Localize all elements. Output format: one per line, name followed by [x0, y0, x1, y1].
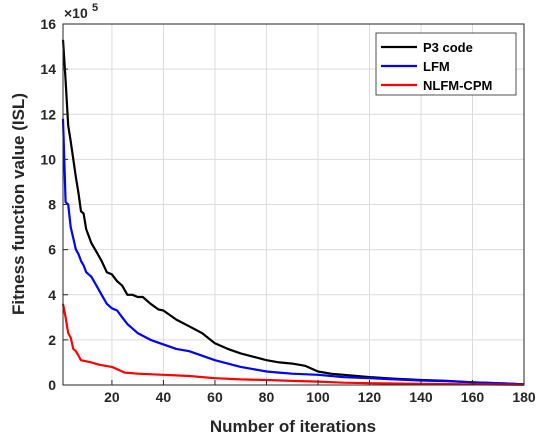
y-multiplier-exponent: 5	[92, 2, 98, 14]
x-tick-label: 100	[306, 389, 330, 405]
y-multiplier-base: ×10	[64, 5, 88, 21]
series-lines	[61, 39, 525, 386]
x-tick-label: 120	[358, 389, 382, 405]
y-tick-label: 16	[40, 16, 56, 32]
legend-label: NLFM-CPM	[423, 78, 492, 93]
y-tick-label: 6	[48, 242, 56, 258]
y-tick-label: 10	[40, 151, 56, 167]
series-line-p3-code	[61, 39, 525, 386]
x-axis-label: Number of iterations	[210, 417, 376, 436]
y-tick-label: 0	[48, 377, 56, 393]
x-tick-label: 180	[512, 389, 536, 405]
y-tick-label: 12	[40, 106, 56, 122]
y-tick-label: 2	[48, 332, 56, 348]
series-line-lfm	[61, 118, 525, 386]
legend-label: P3 code	[423, 40, 473, 55]
legend-box	[375, 32, 517, 96]
ticks: 20 40 60 80 100 120 140 160 180 0 2 4 6 8 10 12 14 16	[40, 16, 535, 405]
x-tick-label: 40	[156, 389, 172, 405]
legend: P3 code LFM NLFM-CPM	[375, 32, 517, 96]
y-axis-label: Fitness function value (ISL)	[9, 93, 28, 315]
legend-label: LFM	[423, 59, 450, 74]
y-tick-label: 14	[40, 61, 56, 77]
x-tick-label: 60	[207, 389, 223, 405]
y-tick-label: 8	[48, 197, 56, 213]
x-tick-label: 140	[409, 389, 433, 405]
y-multiplier: ×10 5	[64, 2, 98, 21]
x-tick-label: 20	[104, 389, 120, 405]
x-tick-label: 160	[461, 389, 485, 405]
x-tick-label: 80	[259, 389, 275, 405]
y-tick-label: 4	[48, 287, 56, 303]
series-line-nlfm-cpm	[61, 303, 525, 386]
